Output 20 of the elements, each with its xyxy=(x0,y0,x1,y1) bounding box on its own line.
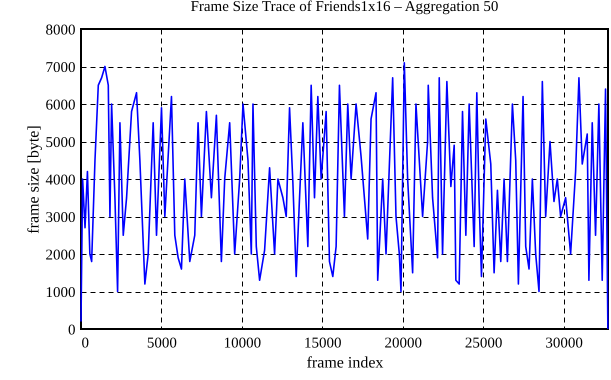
y-tick-label: 2000 xyxy=(46,248,76,264)
y-tick-label: 3000 xyxy=(46,210,76,226)
x-tick-label: 10000 xyxy=(224,336,262,352)
y-tick-label: 7000 xyxy=(46,60,76,76)
line-series xyxy=(80,62,609,330)
x-tick-label: 5000 xyxy=(146,336,177,352)
x-tick-label: 25000 xyxy=(464,336,502,352)
y-tick-label: 1000 xyxy=(46,285,76,301)
chart-title: Frame Size Trace of Friends1x16 – Aggregation 50 xyxy=(190,0,498,15)
y-tick-label: 6000 xyxy=(46,98,76,114)
x-tick-label: 20000 xyxy=(384,336,422,352)
x-axis-title: frame index xyxy=(306,354,384,372)
x-tick-label: 15000 xyxy=(304,336,342,352)
y-tick-label: 0 xyxy=(68,322,76,338)
y-tick-label: 4000 xyxy=(46,172,76,188)
x-tick-label: 30000 xyxy=(545,336,583,352)
y-tick-label: 8000 xyxy=(46,22,76,38)
x-tick-label: 0 xyxy=(82,336,89,352)
y-axis-title: frame size [byte] xyxy=(26,125,42,234)
y-tick-label: 5000 xyxy=(46,135,76,151)
